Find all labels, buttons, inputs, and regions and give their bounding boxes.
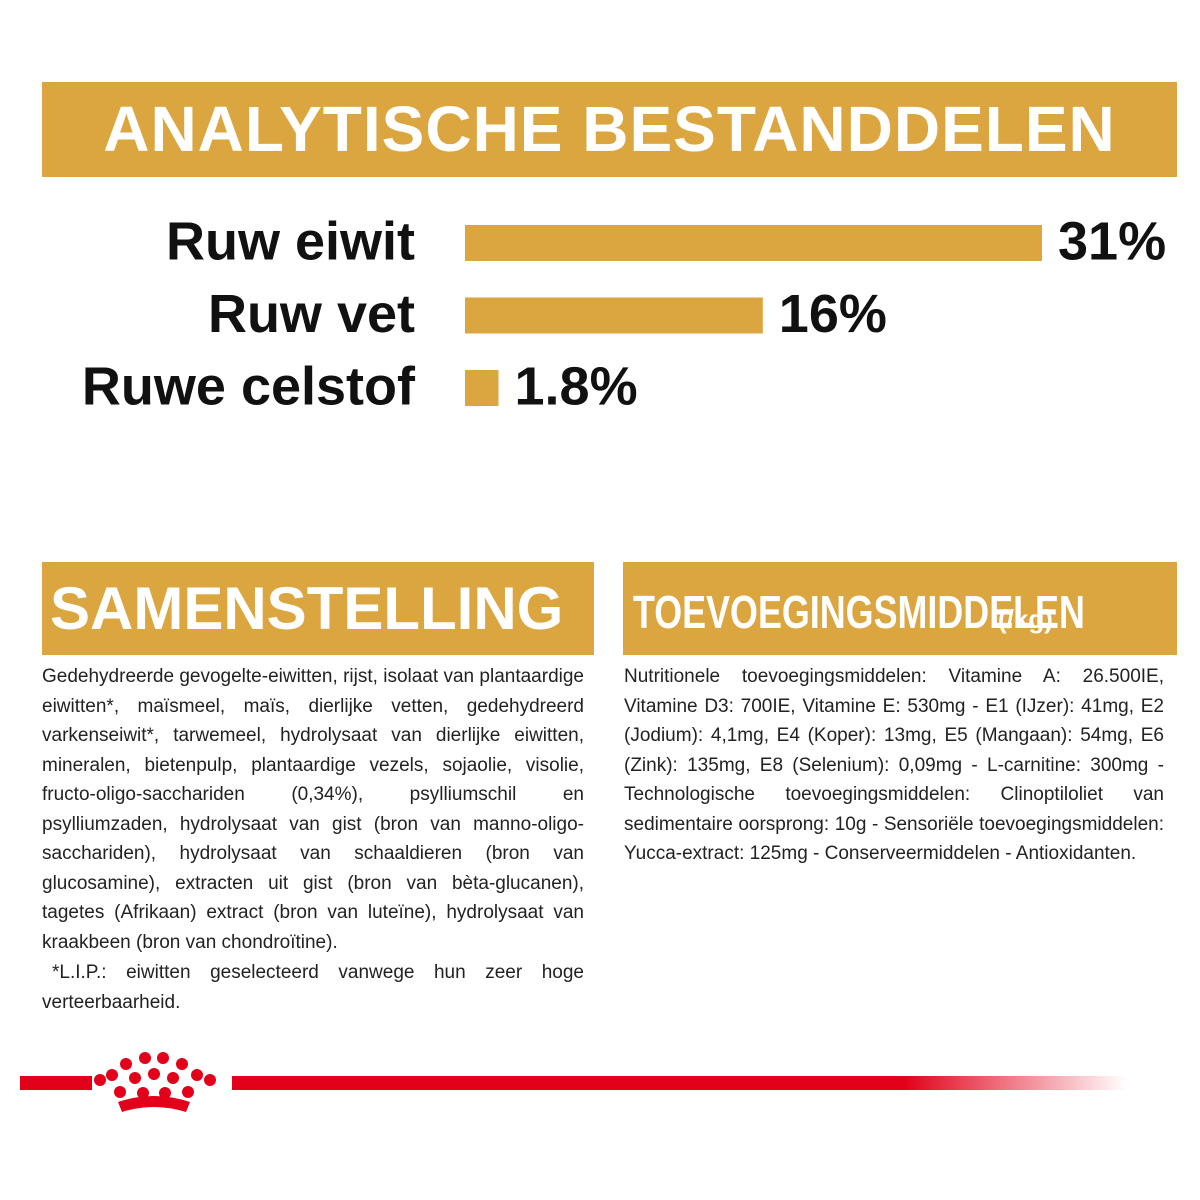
additives-unit: (/kg) — [998, 604, 1053, 634]
value-label: 16% — [779, 284, 887, 344]
value-label: 31% — [1058, 211, 1166, 271]
bar — [465, 297, 763, 334]
additives-header: TOEVOEGINGSMIDDELEN(/kg) — [623, 562, 1177, 655]
category-label: Ruw eiwit — [166, 211, 415, 271]
bar — [465, 225, 1042, 261]
crown — [94, 1052, 216, 1112]
footer-line — [232, 1076, 1127, 1090]
composition-text: Gedehydreerde gevogelte-eiwitten, rijst,… — [42, 666, 584, 953]
footer-logo — [20, 1052, 1127, 1112]
additives-text: Nutritionele toevoegingsmiddelen: Vitami… — [624, 666, 1164, 864]
value-label: 1.8% — [515, 356, 638, 416]
chart: Ruw eiwit 31% Ruw vet 16% Ruwe celstof 1.8% — [82, 211, 1166, 416]
composition-note: *L.I.P.: eiwitten geselecteerd vanwege h… — [42, 962, 584, 1013]
bar — [465, 370, 499, 406]
analysis-title: ANALYTISCHE BESTANDDELEN — [42, 82, 1177, 177]
footer-line — [20, 1076, 92, 1090]
category-label: Ruwe celstof — [82, 356, 416, 416]
additives-title: TOEVOEGINGSMIDDELEN — [633, 586, 1085, 638]
composition-title: SAMENSTELLING — [42, 562, 594, 655]
category-label: Ruw vet — [208, 284, 415, 344]
